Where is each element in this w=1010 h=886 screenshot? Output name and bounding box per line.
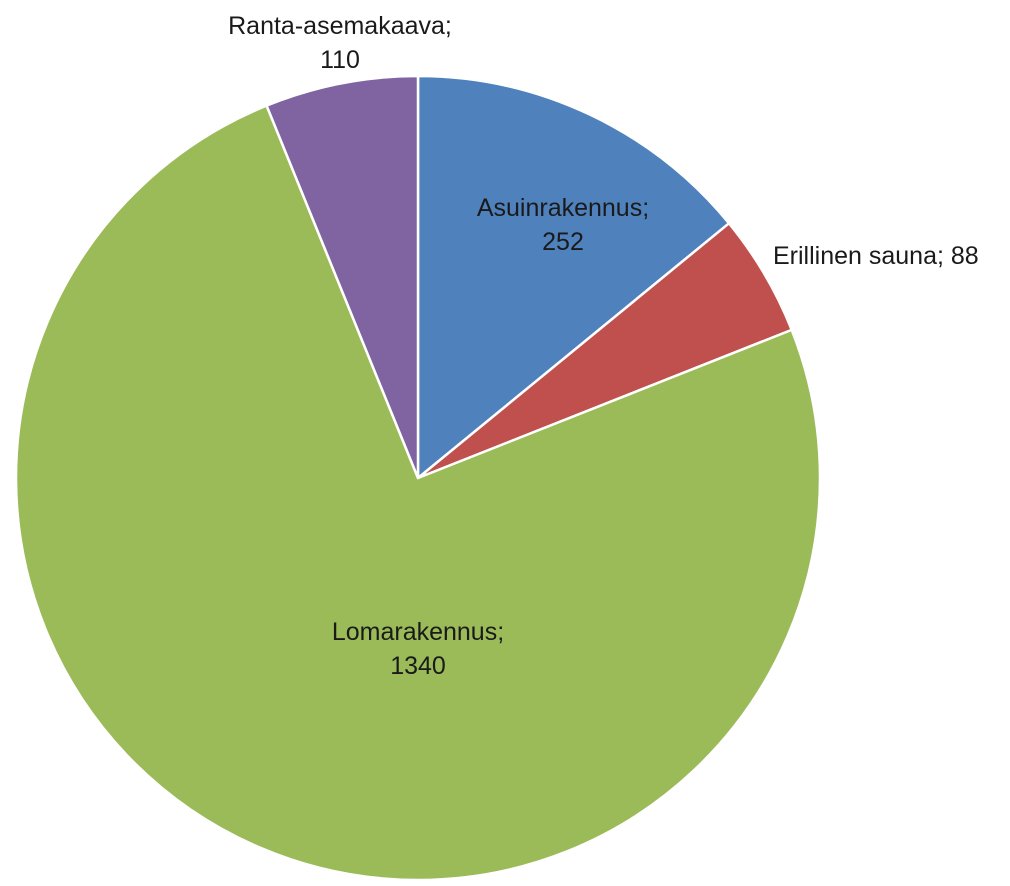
data-label-line: 252 [542, 228, 584, 256]
data-label-line: Erillinen sauna; 88 [773, 242, 979, 270]
data-label-asuinrakennus: Asuinrakennus; 252 [477, 194, 649, 256]
data-label-line: Lomarakennus; [332, 618, 504, 646]
data-label-erillinen-sauna: Erillinen sauna; 88 [773, 242, 979, 270]
data-label-line: Ranta-asemakaava; [228, 12, 452, 40]
pie-slices [14, 74, 822, 882]
data-label-line: Asuinrakennus; [477, 194, 649, 222]
pie-slice-asuinrakennus [416, 74, 731, 480]
data-label-line: 110 [320, 46, 360, 74]
data-label-line: 1340 [390, 652, 446, 680]
pie-slice-ranta-asemakaava [265, 74, 420, 480]
data-label-lomarakennus: Lomarakennus; 1340 [332, 618, 504, 680]
data-label-ranta-asemakaava: Ranta-asemakaava; 110 [228, 12, 452, 74]
pie-slice-lomarakennus [14, 104, 822, 882]
pie-labels: Asuinrakennus; 252 Erillinen sauna; 88 Loma… [228, 12, 979, 680]
